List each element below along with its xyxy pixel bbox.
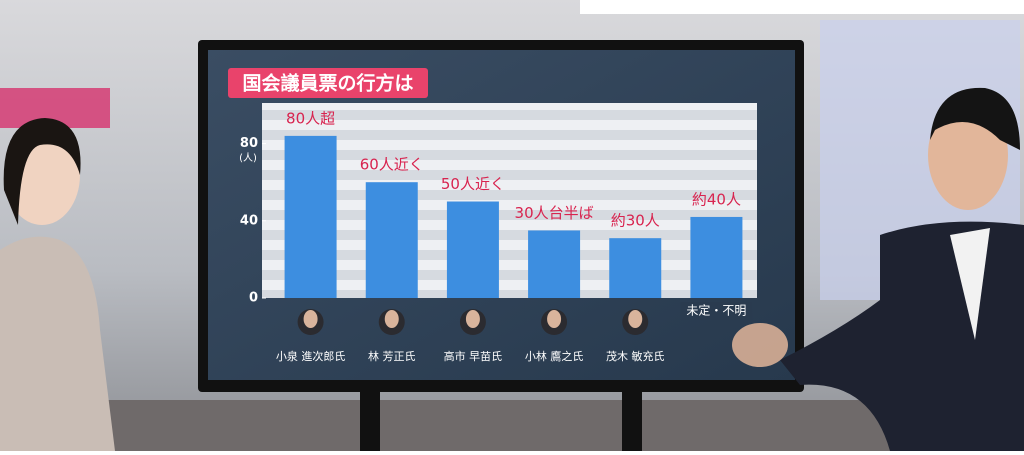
chart-title: 国会議員票の行方は: [242, 72, 413, 95]
candidate-face: [628, 310, 643, 328]
y-tick-label: 40: [240, 213, 258, 228]
x-tick-label: 茂木 敏充氏: [606, 349, 665, 363]
bar: [284, 135, 337, 298]
y-unit: (人): [239, 152, 257, 164]
studio-decor: [580, 0, 1024, 14]
candidate-face: [465, 310, 480, 328]
candidate-face: [547, 310, 562, 328]
bar: [365, 182, 418, 298]
monitor-stand: [622, 385, 642, 451]
value-label: 30人台半ば: [515, 204, 594, 222]
value-label: 50人近く: [441, 175, 505, 193]
monitor-stand: [360, 385, 380, 451]
plot-background: [262, 103, 757, 298]
value-label: 60人近く: [360, 156, 424, 174]
x-tick-label: 林 芳正氏: [368, 349, 416, 363]
presenter-right-hand: [732, 323, 788, 367]
value-label: 約30人: [611, 212, 660, 230]
y-tick-label: 80: [240, 136, 258, 151]
presenter-right-hair: [930, 87, 1020, 150]
y-tick-label: 0: [249, 291, 258, 306]
value-label: 約40人: [692, 190, 741, 208]
x-tick-label: 小林 鷹之氏: [525, 349, 584, 363]
bar: [690, 216, 743, 298]
value-label: 80人超: [286, 109, 335, 127]
bar: [609, 238, 662, 298]
category-box: [680, 302, 753, 320]
studio-floor: [0, 400, 1024, 451]
bar: [446, 201, 499, 298]
bar: [528, 230, 581, 298]
x-tick-label: 未定・不明: [686, 303, 746, 318]
presenter-left-hair: [3, 118, 81, 225]
presenter-right-shirt: [950, 228, 990, 340]
x-tick-label: 高市 早苗氏: [444, 349, 503, 363]
candidate-face: [384, 310, 399, 328]
x-tick-label: 小泉 進次郎氏: [276, 349, 346, 363]
candidate-face: [303, 310, 318, 328]
presenter-left: [0, 236, 115, 451]
title-box: [228, 68, 428, 98]
